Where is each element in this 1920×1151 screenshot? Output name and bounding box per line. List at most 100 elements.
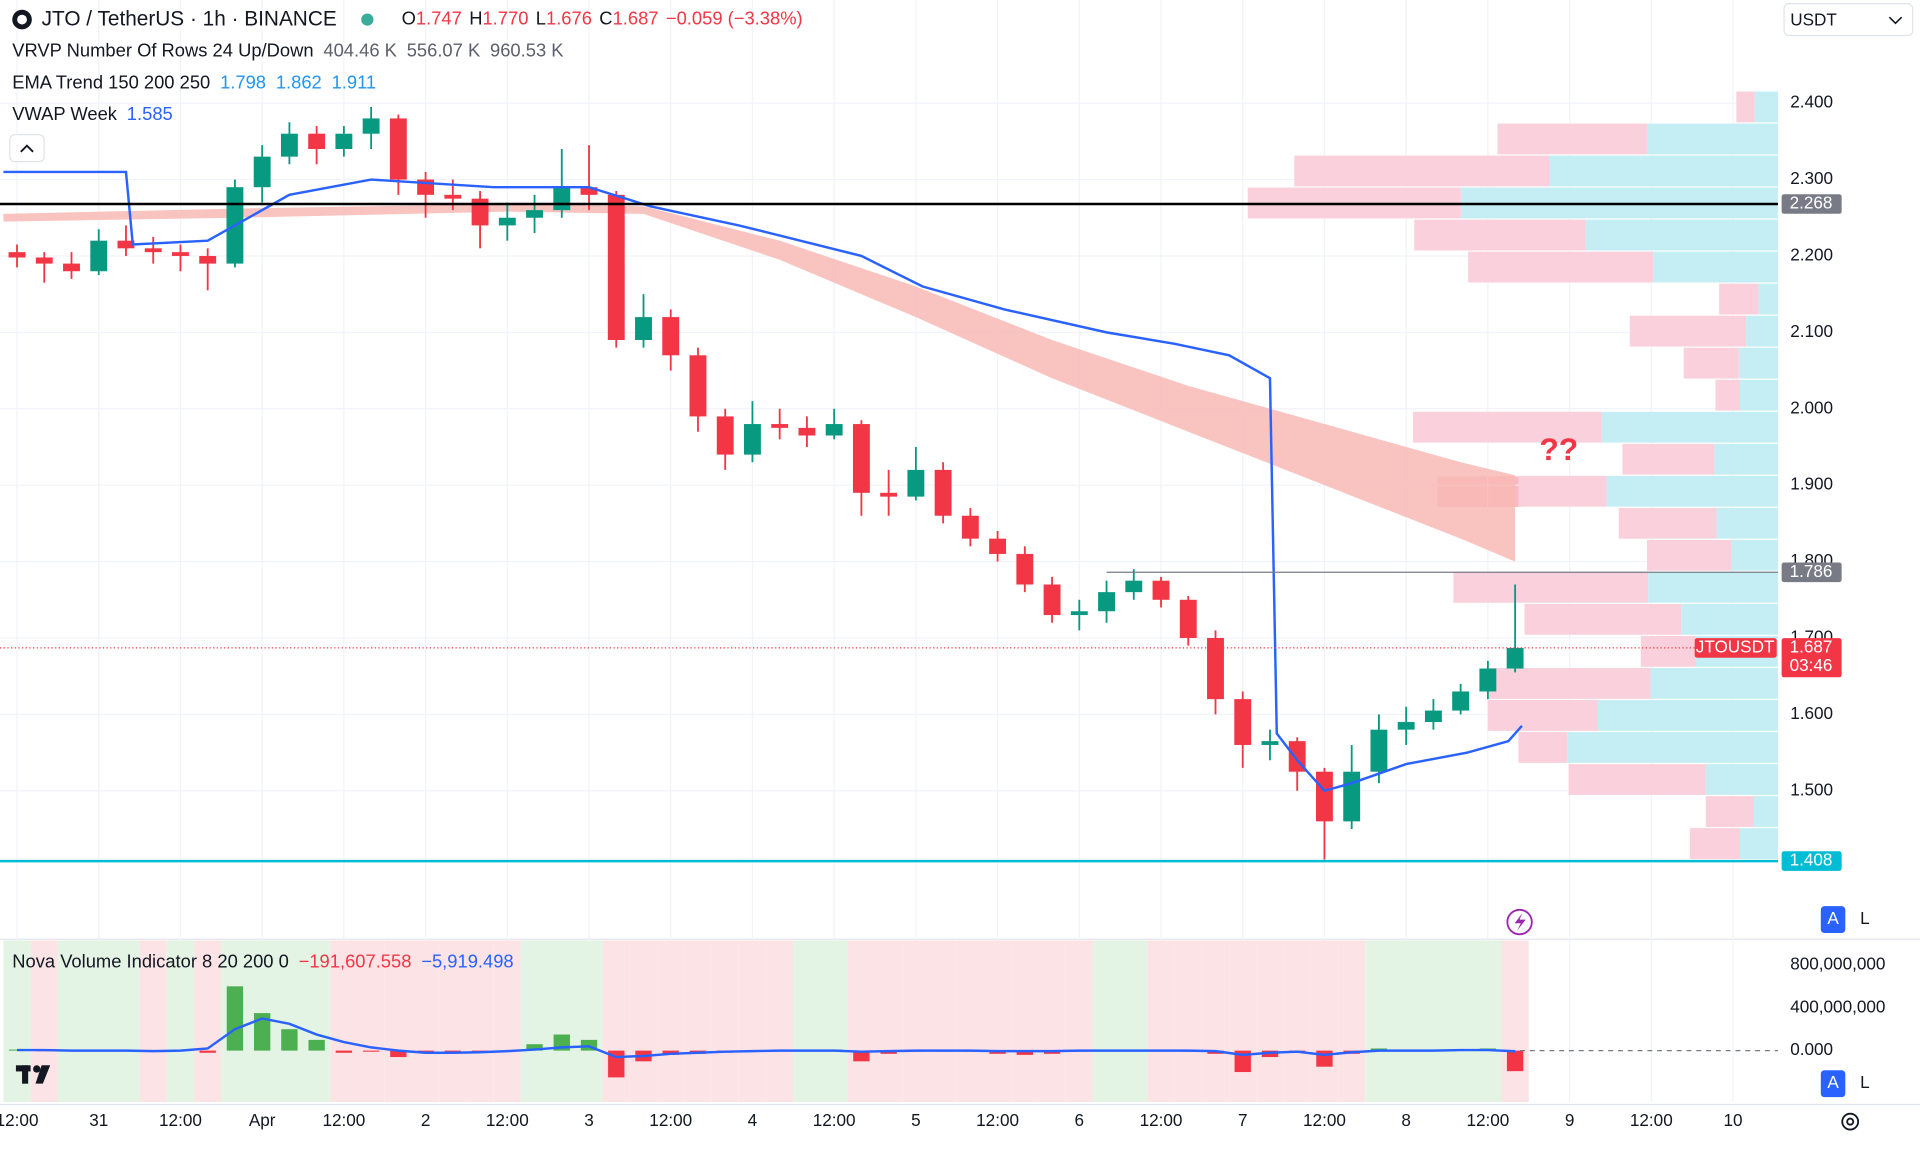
trend-zone: [493, 940, 521, 1103]
annotation: ??: [1539, 431, 1578, 467]
x-tick-label: 12:00: [1630, 1110, 1673, 1130]
log-label[interactable]: L: [1860, 1072, 1870, 1092]
x-tick-label: 3: [584, 1110, 594, 1130]
profile-down: [1453, 571, 1649, 603]
x-tick-label: 12:00: [649, 1110, 692, 1130]
candle-body: [607, 194, 625, 341]
trend-zone: [1201, 940, 1230, 1103]
x-tick-label: 12:00: [0, 1110, 38, 1130]
trend-zone: [112, 940, 140, 1103]
candle-body: [1261, 741, 1279, 745]
level-box: [1781, 194, 1842, 214]
profile-down: [1497, 123, 1647, 155]
trend-zone: [1174, 940, 1202, 1103]
trend-zone: [1038, 940, 1066, 1103]
collapse-button[interactable]: [9, 134, 45, 163]
trend-zone: [983, 940, 1012, 1103]
profile-up: [1567, 732, 1778, 763]
candle-body: [144, 248, 162, 253]
profile-down: [1294, 155, 1549, 187]
candle-body: [444, 194, 462, 199]
candle-body: [744, 424, 761, 455]
trend-zone: [384, 940, 412, 1103]
x-tick-label: 12:00: [813, 1110, 856, 1130]
candle-body: [1506, 647, 1524, 669]
trend-zone: [1447, 940, 1475, 1103]
indicator-name: EMA Trend 150 200 250: [12, 71, 210, 92]
x-tick-label: 12:00: [486, 1110, 529, 1130]
candle-body: [635, 317, 652, 341]
profile-down: [1468, 251, 1654, 283]
x-tick-label: Apr: [249, 1110, 276, 1130]
trend-zone: [1392, 940, 1420, 1103]
trend-zone: [711, 940, 739, 1103]
log-label[interactable]: L: [1860, 908, 1870, 928]
trend-zone: [303, 940, 331, 1103]
indicator-legend: VWAP Week 1.585: [12, 103, 173, 124]
profile-up: [1746, 315, 1778, 347]
histogram-bar: [1016, 1050, 1034, 1055]
signal-line: [17, 1017, 1516, 1059]
x-tick-label: 12:00: [1303, 1110, 1346, 1130]
ohlc-value: 1.676: [546, 7, 592, 28]
candle-body: [90, 240, 108, 272]
auto-label: A: [1827, 908, 1839, 928]
x-tick-label: 6: [1075, 1110, 1085, 1130]
indicator-value: −191,607.558: [299, 950, 412, 971]
symbol-box: [1694, 638, 1777, 658]
indicator-value: 556.07 K: [407, 39, 481, 60]
trend-zone: [1120, 940, 1148, 1103]
vwap-line: [3, 170, 1523, 793]
countdown-label: 03:46: [1790, 655, 1833, 675]
profile-down: [1487, 700, 1598, 731]
trend-zone: [575, 940, 603, 1103]
settings-icon[interactable]: [1841, 1112, 1860, 1131]
trend-zone: [85, 940, 113, 1103]
x-tick-label: 4: [748, 1110, 758, 1130]
currency-label: USDT: [1790, 9, 1837, 29]
profile-up: [1601, 411, 1778, 443]
histogram-bar: [308, 1039, 325, 1051]
x-tick-label: 12:00: [322, 1110, 365, 1130]
profile-down: [1646, 539, 1732, 571]
trend-zone: [1338, 940, 1366, 1103]
x-tick-label: 7: [1238, 1110, 1248, 1130]
candle-body: [1098, 592, 1115, 612]
candle-body: [798, 427, 816, 436]
profile-up: [1740, 828, 1778, 859]
candle-body: [989, 538, 1007, 554]
indicator-value: 404.46 K: [323, 39, 397, 60]
trend-zone: [57, 940, 86, 1103]
trend-zone: [956, 940, 984, 1103]
candle-body: [526, 210, 543, 218]
profile-up: [1705, 764, 1778, 795]
auto-button[interactable]: [1820, 1070, 1846, 1098]
x-tick-label: 2: [421, 1110, 431, 1130]
profile-down: [1413, 411, 1602, 443]
collapse-icon: [20, 144, 34, 153]
candle-body: [553, 187, 571, 211]
candle-body: [771, 424, 789, 428]
auto-button[interactable]: [1820, 906, 1846, 934]
histogram-bar: [281, 1029, 298, 1051]
candle-body: [308, 133, 326, 149]
price-label: 1.687: [1790, 636, 1833, 656]
ohlc-key: C: [599, 7, 612, 28]
currency-box[interactable]: [1783, 3, 1914, 37]
ohlc-value: 1.687: [613, 7, 659, 28]
indicator-legend: Nova Volume Indicator 8 20 200 0 −191,607…: [12, 950, 513, 971]
candle-body: [716, 416, 734, 455]
profile-up: [1646, 123, 1778, 155]
y-tick-label: 1.600: [1790, 703, 1833, 723]
candle-body: [35, 257, 53, 264]
trend-zone: [684, 940, 712, 1103]
trend-zone: [820, 940, 848, 1103]
profile-down: [1488, 668, 1651, 699]
ohlc-legend: O1.747 H1.770 L1.676 C1.687 −0.059 (−3.38%): [402, 7, 803, 28]
trend-zone: [1283, 940, 1311, 1103]
auto-label: A: [1827, 1072, 1839, 1092]
trend-zone: [411, 940, 440, 1103]
candle-body: [662, 317, 680, 356]
y-tick-label: 2.400: [1790, 92, 1833, 112]
